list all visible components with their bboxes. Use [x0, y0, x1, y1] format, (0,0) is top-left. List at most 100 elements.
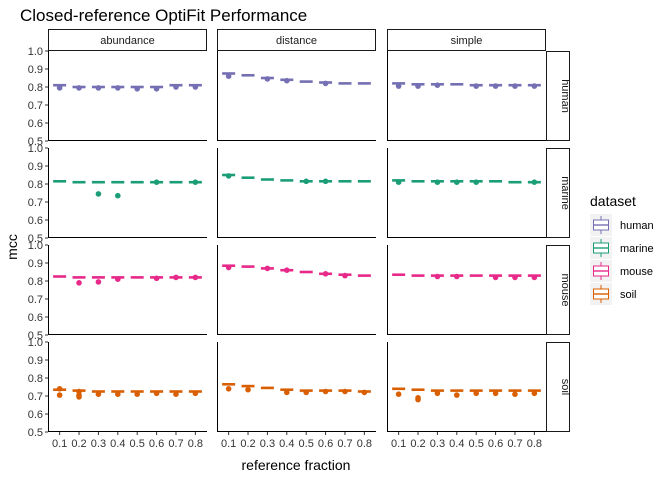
outlier-point	[322, 80, 329, 87]
y-tick-label: 0.6	[28, 312, 43, 324]
y-tick-label: 1.0	[28, 143, 43, 155]
outlier-point	[264, 76, 271, 82]
x-tick-label: 0.3	[91, 438, 106, 450]
outlier-point	[531, 390, 538, 397]
outlier-point	[134, 86, 140, 92]
outlier-point	[225, 173, 232, 179]
column-strip	[48, 29, 207, 51]
outlier-point	[395, 391, 402, 398]
x-tick-label: 0.7	[337, 438, 352, 450]
x-tick-label: 0.3	[430, 438, 445, 450]
x-tick-label: 0.2	[71, 438, 86, 450]
facet-panels: abundance distance simple human marine mouse s…	[28, 29, 571, 450]
y-tick-label: 0.6	[28, 215, 43, 227]
y-tick-label: 1.0	[28, 337, 43, 349]
outlier-point	[531, 83, 538, 89]
legend-label: soil	[620, 289, 637, 301]
x-tick-label: 0.6	[488, 438, 503, 450]
column-strip-label: simple	[451, 35, 483, 47]
outlier-point	[415, 83, 421, 89]
y-tick-label: 0.8	[28, 373, 43, 385]
x-axis-label: reference fraction	[242, 457, 351, 473]
outlier-point	[192, 84, 199, 90]
x-tick-label: 0.1	[52, 438, 67, 450]
x-tick-label: 0.4	[279, 438, 294, 450]
y-tick-label: 0.6	[28, 409, 43, 421]
legend-title: dataset	[590, 193, 636, 209]
outlier-point	[153, 86, 160, 92]
x-tick-label: 0.6	[318, 438, 333, 450]
row-strip	[546, 51, 570, 141]
outlier-point	[303, 178, 309, 185]
x-tick-label: 0.1	[391, 438, 406, 450]
outlier-point	[284, 77, 290, 84]
y-tick-label: 0.8	[28, 82, 43, 94]
x-tick-label: 0.1	[221, 438, 236, 450]
x-tick-label: 0.8	[357, 438, 372, 450]
outlier-point	[303, 389, 309, 396]
y-axis-label: mcc	[4, 234, 20, 260]
outlier-point	[95, 191, 102, 197]
outlier-point	[225, 386, 232, 392]
outlier-point	[264, 265, 271, 272]
outlier-point	[56, 386, 63, 392]
outlier-point	[192, 390, 199, 397]
x-tick-label: 0.4	[449, 438, 464, 450]
column-strip	[387, 29, 546, 51]
x-tick-label: 0.6	[149, 438, 164, 450]
row-strip	[546, 148, 570, 238]
outlier-point	[173, 84, 179, 90]
legend: dataset human marine mouse soil	[590, 193, 654, 305]
y-tick-label: 0.5	[28, 136, 43, 148]
outlier-point	[76, 85, 82, 91]
outlier-point	[153, 179, 160, 185]
outlier-point	[134, 391, 140, 398]
y-tick-label: 1.0	[28, 240, 43, 252]
outlier-point	[512, 391, 518, 398]
y-tick-label: 0.8	[28, 276, 43, 288]
x-tick-label: 0.5	[299, 438, 314, 450]
x-tick-label: 0.5	[130, 438, 145, 450]
outlier-point	[434, 179, 441, 185]
x-tick-label: 0.3	[260, 438, 275, 450]
row-strip-label: mouse	[559, 273, 571, 306]
outlier-point	[153, 390, 160, 397]
y-tick-label: 0.9	[28, 161, 43, 173]
outlier-point	[115, 391, 121, 398]
column-strip-label: distance	[276, 35, 317, 47]
row-strip-label: soil	[559, 379, 571, 396]
outlier-point	[473, 83, 479, 89]
y-tick-label: 0.6	[28, 118, 43, 130]
outlier-point	[473, 390, 479, 397]
chart-title: Closed-reference OptiFit Performance	[20, 6, 307, 25]
x-tick-label: 0.7	[507, 438, 522, 450]
outlier-point	[56, 85, 63, 91]
y-tick-label: 0.9	[28, 258, 43, 270]
legend-label: marine	[620, 243, 654, 255]
outlier-point	[95, 85, 102, 91]
outlier-point	[245, 386, 251, 393]
row-strip	[546, 245, 570, 335]
x-tick-label: 0.2	[410, 438, 425, 450]
outlier-point	[512, 83, 518, 89]
outlier-point	[342, 388, 348, 395]
outlier-point	[76, 394, 82, 400]
row-strip	[546, 342, 570, 432]
outlier-point	[454, 392, 460, 398]
outlier-point	[284, 389, 290, 396]
outlier-point	[284, 267, 290, 274]
outlier-point	[76, 280, 82, 286]
y-tick-label: 0.5	[28, 233, 43, 245]
legend-label: mouse	[620, 266, 653, 278]
outlier-point	[434, 82, 441, 88]
column-strip-label: abundance	[100, 35, 154, 47]
outlier-point	[225, 73, 232, 79]
outlier-point	[322, 178, 329, 185]
outlier-point	[434, 273, 441, 280]
outlier-point	[115, 85, 121, 91]
outlier-point	[454, 273, 460, 280]
outlier-point	[173, 391, 179, 398]
outlier-point	[395, 179, 402, 185]
outlier-point	[192, 274, 199, 281]
